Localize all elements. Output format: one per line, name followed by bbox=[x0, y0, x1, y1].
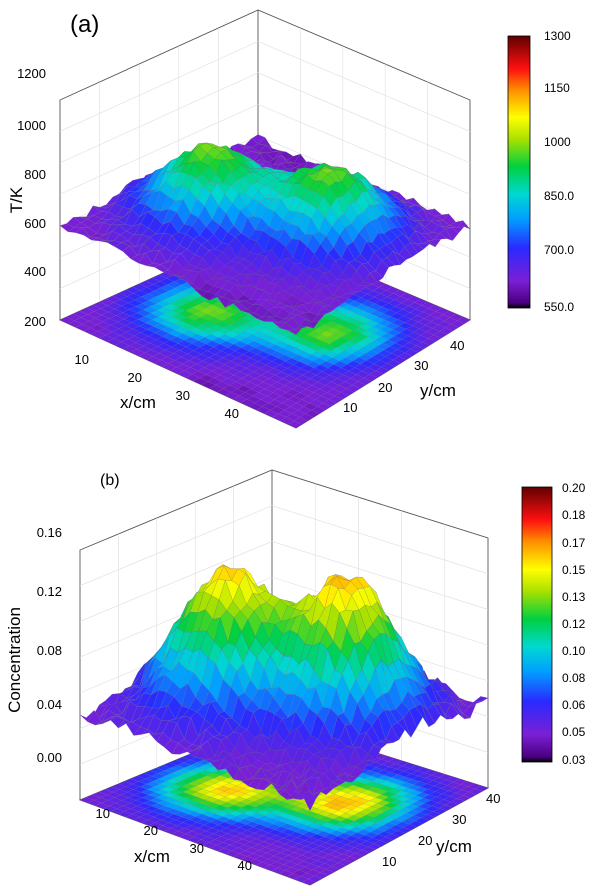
panel-a-colorbar-tick: 1150 bbox=[544, 81, 570, 95]
panel-b-x-tick: 30 bbox=[190, 841, 204, 856]
panel-b-y-tick: 30 bbox=[452, 812, 466, 827]
panel-b-colorbar-tick: 0.20 bbox=[562, 481, 586, 495]
panel-a-surface bbox=[59, 134, 471, 335]
panel-b-colorbar-tick: 0.17 bbox=[562, 536, 586, 550]
panel-b-colorbar bbox=[521, 486, 553, 763]
panel-a-z-tick: 400 bbox=[24, 264, 46, 279]
panel-b-colorbar-tick: 0.05 bbox=[562, 725, 586, 739]
panel-a-x-tick: 40 bbox=[225, 406, 239, 421]
panel-b-colorbar-tick: 0.18 bbox=[562, 508, 586, 522]
panel-b-y-tick: 10 bbox=[382, 854, 396, 869]
panel-b-colorbar-tick: 0.03 bbox=[562, 753, 586, 767]
panel-b-z-tick: 0.12 bbox=[37, 584, 62, 599]
panel-b-colorbar-tick: 0.15 bbox=[562, 563, 586, 577]
panel-a-z-tick: 200 bbox=[24, 314, 46, 329]
panel-b-surface bbox=[79, 563, 489, 812]
panel-b-colorbar-tick: 0.13 bbox=[562, 590, 586, 604]
panel-a-x-label: x/cm bbox=[120, 393, 156, 412]
panel-a-x-tick: 30 bbox=[176, 388, 190, 403]
surface-cell bbox=[474, 696, 489, 702]
panel-a-colorbar-tick: 550.0 bbox=[544, 300, 574, 314]
panel-a-colorbar bbox=[507, 35, 531, 309]
panel-a-colorbar-tick: 850.0 bbox=[544, 189, 574, 203]
panel-b-colorbar-tick: 0.10 bbox=[562, 644, 586, 658]
panel-b-y-tick: 20 bbox=[418, 833, 432, 848]
panel-a-colorbar-tick: 1300 bbox=[544, 29, 571, 43]
floor-cell bbox=[456, 316, 471, 324]
panel-b-x-tick: 10 bbox=[96, 806, 110, 821]
panel-b-y-label: y/cm bbox=[436, 837, 472, 856]
panel-a-z-tick: 1200 bbox=[17, 66, 46, 81]
panel-b-x-label: x/cm bbox=[134, 847, 170, 866]
panel-a-colorbar-tick: 700.0 bbox=[544, 243, 574, 257]
panel-a-y-tick: 40 bbox=[450, 338, 464, 353]
surface-cell bbox=[287, 327, 303, 335]
panel-b-z-tick: 0.16 bbox=[37, 525, 62, 540]
floor-cell bbox=[474, 785, 489, 792]
panel-a-y-tick: 20 bbox=[378, 380, 392, 395]
panel-a: (a) 200 400 600 800 1000 1200 T/K 10 20 … bbox=[7, 9, 574, 429]
panel-b-y-tick: 40 bbox=[486, 791, 500, 806]
panel-b-colorbar-tick: 0.12 bbox=[562, 617, 586, 631]
panel-a-z-tick: 600 bbox=[24, 216, 46, 231]
panel-a-z-tick: 800 bbox=[24, 167, 46, 182]
panel-a-z-label: T/K bbox=[7, 186, 26, 213]
panel-b-x-tick: 20 bbox=[144, 823, 158, 838]
panel-b: (b) 0.00 0.04 0.08 0.12 0.16 Concentrati… bbox=[5, 469, 586, 886]
panel-a-x-tick: 10 bbox=[75, 352, 89, 367]
panel-b-colorbar-tick: 0.08 bbox=[562, 671, 586, 685]
panel-a-colorbar-tick: 1000 bbox=[544, 135, 571, 149]
panel-a-y-label: y/cm bbox=[420, 381, 456, 400]
panel-a-x-tick: 20 bbox=[128, 370, 142, 385]
panel-b-x-tick: 40 bbox=[238, 858, 252, 873]
panel-a-y-tick: 10 bbox=[343, 400, 357, 415]
panel-b-colorbar-tick: 0.06 bbox=[562, 698, 586, 712]
panel-b-z-tick: 0.04 bbox=[37, 697, 62, 712]
panel-b-z-tick: 0.00 bbox=[37, 750, 62, 765]
panel-b-z-tick: 0.08 bbox=[37, 643, 62, 658]
panel-b-z-label: Concentration bbox=[5, 607, 24, 713]
panel-a-y-tick: 30 bbox=[414, 358, 428, 373]
panel-a-z-tick: 1000 bbox=[17, 118, 46, 133]
panel-a-label: (a) bbox=[70, 11, 99, 38]
panel-b-label: (b) bbox=[100, 472, 120, 489]
